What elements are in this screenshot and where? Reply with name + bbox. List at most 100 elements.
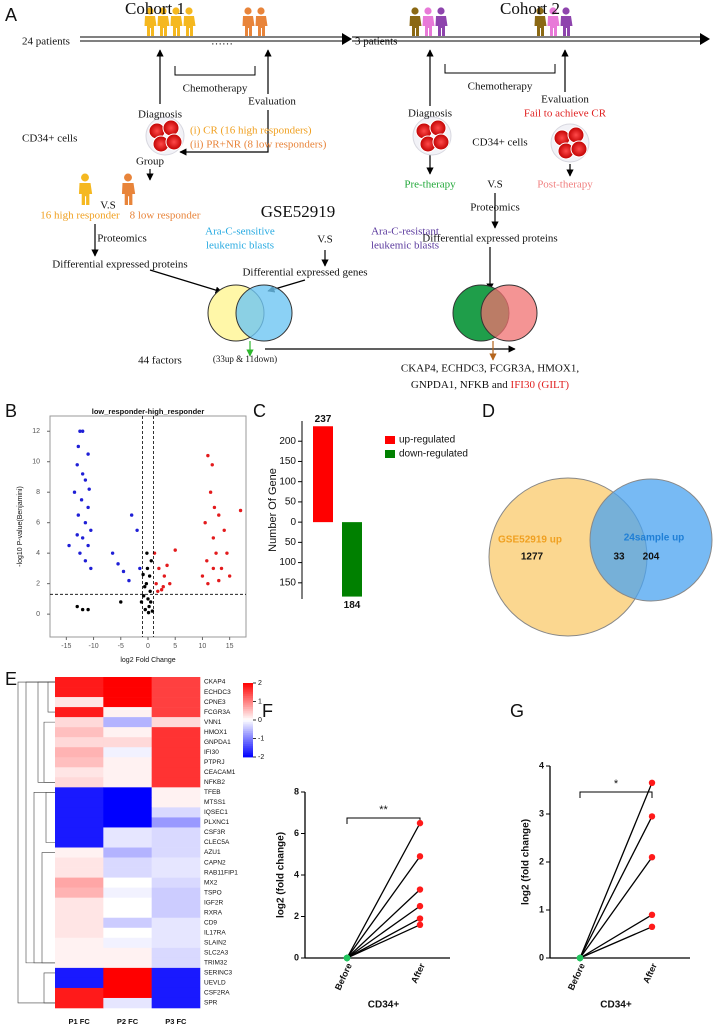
row-label: HMOX1 [204, 729, 228, 736]
heat-cell [55, 887, 104, 898]
colorbar-step [243, 697, 253, 701]
diagram-label: Ara-C-sensitive [205, 226, 275, 238]
x-tick-label: Before [333, 962, 354, 992]
column-label: P3 FC [165, 1017, 187, 1026]
heat-cell [103, 787, 152, 798]
point [116, 562, 120, 566]
point [222, 528, 226, 533]
colorbar-step [243, 727, 253, 730]
point [149, 600, 153, 604]
row-label: SLC2A3 [204, 950, 229, 957]
point [143, 607, 147, 612]
heat-cell [55, 747, 104, 758]
point [149, 559, 153, 563]
pair-line [346, 855, 421, 959]
heat-cell [103, 817, 152, 828]
pair-line [579, 782, 653, 959]
venn-set [589, 478, 713, 602]
point [89, 528, 93, 533]
diagram-label: Group [136, 156, 165, 168]
heat-cell [103, 857, 152, 868]
point [147, 604, 151, 609]
heat-cell [103, 917, 152, 929]
venn-circle [480, 284, 538, 342]
heat-cell [151, 737, 201, 748]
x-tick-label: -10 [88, 643, 98, 650]
heat-cell [55, 687, 104, 698]
heat-cell [103, 877, 152, 888]
y-tick-label: 10 [32, 459, 40, 466]
heat-cell [151, 777, 201, 788]
diagram-label: Fail to achieve CR [524, 108, 607, 120]
diagram-label: V.S [487, 179, 502, 191]
heat-cell [103, 827, 152, 838]
result-text: GNPDA1, NFKB and IFI30 (GILT) [411, 379, 570, 391]
heat-cell [151, 967, 201, 979]
pair-point [576, 954, 584, 962]
diagram-label: Diagnosis [408, 108, 452, 120]
heat-cell [151, 827, 201, 838]
person-icon [422, 16, 435, 36]
colorbar-step [243, 710, 253, 713]
y-axis-label: log2 (fold change) [521, 819, 532, 905]
heat-cell [151, 977, 201, 989]
heat-cell [55, 967, 104, 979]
pair-point [648, 813, 656, 820]
dendrogram [17, 681, 55, 1004]
bar [342, 522, 362, 597]
colorbar-step [243, 744, 253, 747]
heat-cell [103, 887, 152, 898]
panel-letter: E [5, 669, 17, 689]
x-tick-label: 15 [226, 643, 234, 650]
point [89, 566, 93, 571]
heat-cell [151, 997, 201, 1009]
y-axis-label: Number Of Gene [267, 468, 279, 552]
heat-cell [55, 947, 104, 959]
point [76, 513, 81, 517]
bar [313, 426, 333, 523]
y-tick-label: 0 [294, 952, 299, 962]
person-icon [185, 7, 193, 15]
x-tick-label: After [641, 961, 659, 985]
result-highlight: IFI30 (GILT) [511, 379, 570, 391]
heat-cell [103, 717, 152, 728]
diagram-label: Proteomics [97, 233, 147, 245]
colorbar-step [243, 725, 253, 728]
colorbar-step [243, 684, 253, 688]
row-label: CSF2RA [204, 990, 230, 997]
colorbar-step [243, 755, 253, 758]
row-label: CSF3R [204, 829, 226, 836]
colorbar-step [243, 718, 253, 721]
cell [570, 140, 588, 158]
pair-point [648, 923, 656, 930]
value-label: 237 [315, 414, 332, 425]
significance-bracket [346, 817, 421, 824]
point [156, 589, 160, 593]
person-icon [437, 7, 445, 15]
colorbar-step [243, 749, 253, 752]
diagram-label: 44 factors [138, 355, 182, 367]
y-tick-label: 50 [285, 537, 297, 548]
x-tick-label: -5 [118, 643, 124, 650]
row-label: CD9 [204, 919, 217, 926]
point [86, 543, 90, 548]
point [147, 574, 152, 578]
point [135, 528, 139, 533]
person-icon [534, 16, 547, 36]
heat-cell [55, 987, 104, 999]
legend-label: down-regulated [399, 449, 468, 460]
heat-cell [151, 757, 201, 768]
arrow [149, 269, 223, 294]
row-label: NFKB2 [204, 779, 225, 786]
colorbar-step [243, 738, 253, 741]
heat-cell [151, 797, 201, 808]
panel-letter: F [262, 701, 273, 721]
point [80, 536, 85, 540]
colorbar-step [243, 705, 253, 708]
panel-letter: B [5, 401, 17, 421]
significance-bracket [579, 791, 653, 798]
timeline-head [700, 33, 710, 45]
point [161, 585, 165, 589]
colorbar-step [243, 740, 253, 743]
heat-cell [55, 707, 104, 718]
